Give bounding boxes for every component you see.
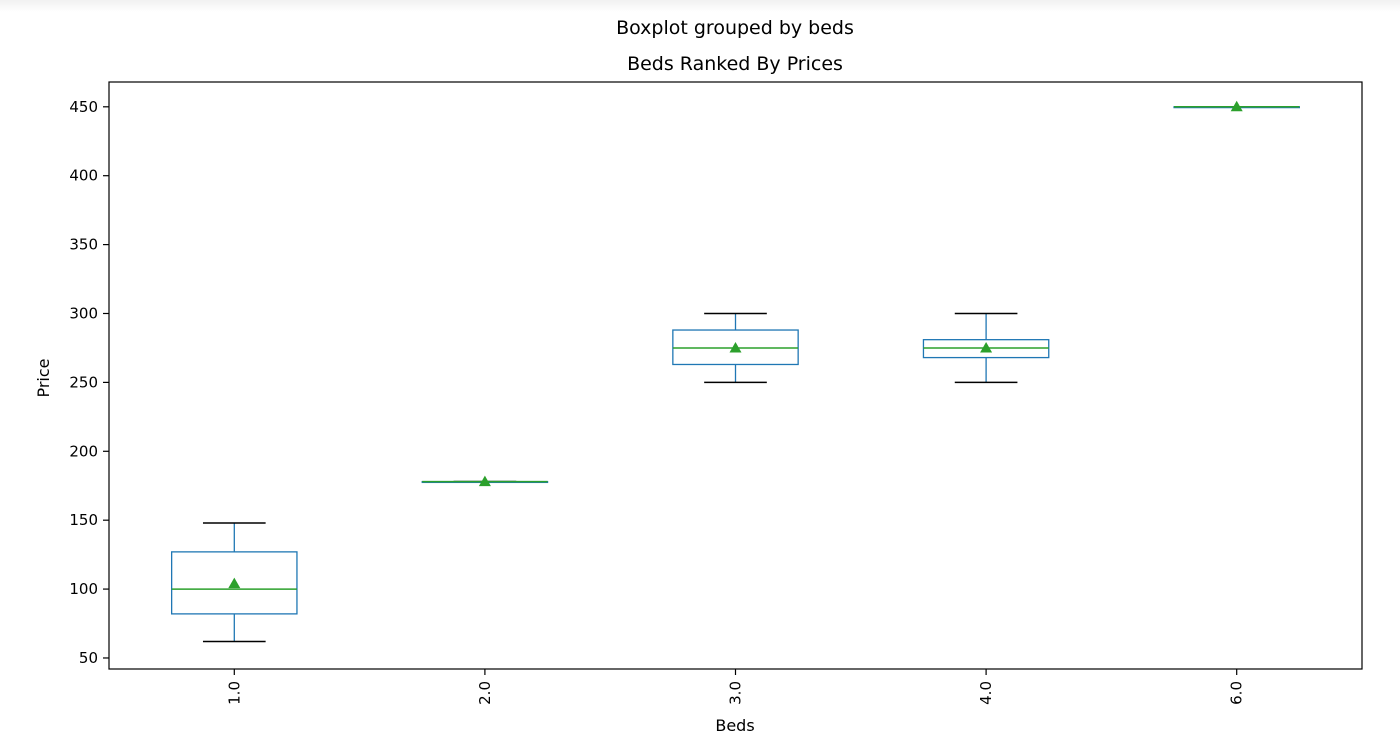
chart-title: Beds Ranked By Prices	[627, 53, 843, 75]
x-tick-label: 1.0	[225, 681, 243, 705]
y-tick-label: 50	[79, 649, 98, 667]
mean-marker	[1230, 100, 1243, 112]
y-tick-label: 100	[69, 580, 98, 598]
y-tick-label: 300	[69, 304, 98, 322]
x-tick-label: 3.0	[727, 681, 745, 705]
window-top-shade	[0, 0, 1400, 12]
mean-marker	[228, 577, 241, 589]
x-tick-label: 2.0	[476, 681, 494, 705]
mean-marker	[729, 341, 742, 353]
x-axis-label: Beds	[715, 716, 754, 735]
mean-marker	[478, 475, 491, 487]
y-tick-label: 350	[69, 236, 98, 254]
y-tick-label: 450	[69, 98, 98, 116]
y-tick-label: 150	[69, 511, 98, 529]
y-tick-label: 200	[69, 442, 98, 460]
iqr-box	[170, 551, 298, 615]
x-tick-label: 4.0	[977, 681, 995, 705]
chart-suptitle: Boxplot grouped by beds	[616, 17, 854, 39]
y-tick-label: 400	[69, 167, 98, 185]
plot-frame	[108, 81, 1363, 670]
mean-marker	[980, 341, 993, 353]
y-axis-label: Price	[34, 358, 53, 397]
y-tick-label: 250	[69, 373, 98, 391]
x-tick-label: 6.0	[1228, 681, 1246, 705]
